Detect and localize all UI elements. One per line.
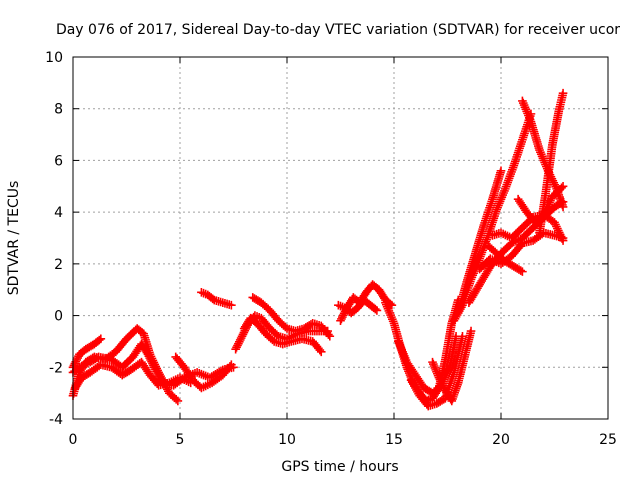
series-sat_t [488, 210, 568, 245]
x-tick-label: 10 [278, 432, 296, 448]
y-tick-labels: -4 -2 0 2 4 6 8 10 [45, 50, 63, 428]
series-sat_k [334, 295, 382, 318]
data-point [316, 347, 326, 357]
series-sat_q [453, 166, 506, 318]
x-axis-label: GPS time / hours [281, 459, 398, 475]
data-points [68, 88, 568, 411]
chart-title: Day 076 of 2017, Sidereal Day-to-day VTE… [56, 22, 620, 38]
y-tick-label: -4 [49, 412, 63, 428]
series-sat_d [68, 334, 106, 372]
data-point [227, 300, 236, 310]
x-tick-label: 20 [492, 432, 510, 448]
y-tick-label: 4 [54, 205, 63, 221]
y-tick-label: -2 [49, 360, 63, 376]
y-tick-label: 0 [54, 309, 63, 325]
x-tick-label: 25 [599, 432, 617, 448]
x-tick-label: 5 [176, 432, 185, 448]
y-tick-label: 10 [45, 50, 63, 66]
y-axis-label: SDTVAR / TECUs [6, 181, 22, 296]
series-sat_h [239, 313, 326, 357]
x-tick-label: 0 [69, 432, 78, 448]
data-point [325, 331, 335, 341]
data-point [96, 334, 106, 344]
data-point [173, 396, 183, 406]
data-point [557, 183, 566, 193]
data-point [458, 331, 467, 341]
series-sat_c [70, 357, 195, 393]
data-point [496, 166, 506, 176]
data-point [372, 306, 382, 315]
plot-frame [72, 56, 609, 420]
data-point [558, 202, 568, 212]
series-sat_o [428, 326, 476, 406]
x-tick-label: 15 [385, 432, 403, 448]
series-sat_u [518, 96, 568, 212]
data-point [558, 88, 568, 98]
y-tick-label: 8 [54, 102, 63, 118]
grid [73, 57, 608, 419]
series-sat_x [483, 241, 527, 276]
series-sat_i [248, 293, 335, 341]
series-sat_f [197, 288, 236, 310]
series-sat_e [171, 352, 236, 393]
data-point [558, 236, 568, 245]
data-point [558, 181, 568, 191]
y-tick-label: 2 [54, 257, 63, 273]
series-sat_w [535, 88, 568, 238]
x-tick-labels: 0 5 10 15 20 25 [69, 432, 617, 448]
series-sat_n [406, 331, 467, 411]
data-point [466, 326, 476, 336]
data-point [518, 267, 527, 276]
data-point [227, 360, 236, 369]
y-tick-label: 6 [54, 153, 63, 169]
